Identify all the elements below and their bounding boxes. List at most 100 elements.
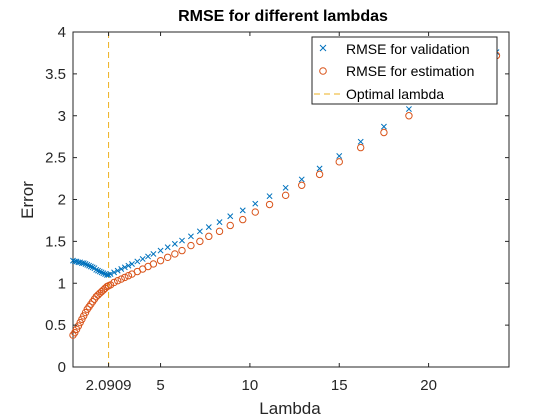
validation-point <box>100 270 107 277</box>
validation-point <box>93 266 100 273</box>
y-tick-label: 4 <box>58 24 66 41</box>
validation-point <box>78 260 85 267</box>
estimation-point <box>405 112 413 120</box>
x-tick-label: 5 <box>156 377 164 394</box>
x-axis-label: Lambda <box>259 399 321 418</box>
estimation-point <box>156 256 165 265</box>
validation-point <box>227 213 234 220</box>
estimation-point <box>110 278 118 287</box>
estimation-point <box>281 191 290 200</box>
validation-point <box>118 266 125 272</box>
y-axis-label: Error <box>18 181 37 219</box>
estimation-point <box>178 246 186 255</box>
validation-point <box>111 269 118 276</box>
validation-point <box>75 259 82 266</box>
validation-point <box>87 263 94 270</box>
validation-point <box>98 269 105 276</box>
legend-marker-validation <box>319 44 327 52</box>
legend-box <box>311 36 498 105</box>
validation-point <box>125 262 132 269</box>
x-tick-label: 15 <box>331 377 348 394</box>
validation-point <box>145 253 152 260</box>
validation-point <box>157 247 164 254</box>
validation-point <box>121 264 128 271</box>
validation-point <box>171 240 178 247</box>
validation-point <box>134 258 141 265</box>
y-tick-label: 1 <box>58 275 66 292</box>
y-tick-label: 0 <box>58 359 66 376</box>
validation-point <box>282 184 289 191</box>
validation-point <box>86 262 93 269</box>
y-axis-ticks: 0 0.5 1 1.5 2 2.5 3 3.5 4 <box>45 24 509 376</box>
estimation-point <box>187 241 195 250</box>
validation-point <box>82 261 89 267</box>
validation-point <box>71 258 78 265</box>
estimation-point <box>226 221 234 230</box>
legend: RMSE for validation RMSE for estimation … <box>311 36 498 105</box>
validation-point <box>187 233 194 240</box>
validation-point <box>298 176 305 183</box>
validation-point <box>316 165 323 172</box>
validation-series <box>70 49 500 278</box>
estimation-point <box>113 277 122 285</box>
validation-point <box>357 138 364 145</box>
estimation-point <box>335 158 343 166</box>
validation-point <box>95 267 101 274</box>
estimation-point <box>315 170 324 179</box>
validation-point <box>73 258 80 265</box>
validation-point <box>114 267 121 274</box>
validation-point <box>103 271 110 278</box>
y-tick-label: 3.5 <box>45 66 66 83</box>
legend-label-estimation: RMSE for estimation <box>346 63 474 79</box>
legend-label-validation: RMSE for validation <box>346 41 470 57</box>
validation-point <box>216 219 223 226</box>
estimation-point <box>298 181 306 189</box>
estimation-point <box>117 275 125 283</box>
estimation-point <box>149 260 158 268</box>
x-tick-label: 10 <box>242 377 259 394</box>
validation-point <box>252 200 259 207</box>
estimation-point <box>239 215 247 224</box>
estimation-point <box>121 273 129 282</box>
estimation-point <box>215 227 224 236</box>
validation-point <box>84 261 91 268</box>
validation-point <box>80 260 87 267</box>
validation-point <box>196 228 203 235</box>
estimation-point <box>265 200 274 209</box>
estimation-point <box>251 208 259 216</box>
validation-point <box>205 224 212 231</box>
validation-point <box>96 268 103 275</box>
validation-point <box>179 237 185 244</box>
estimation-point <box>356 143 365 152</box>
validation-point <box>77 259 84 266</box>
validation-point <box>89 264 96 271</box>
y-tick-label: 2 <box>58 192 66 209</box>
validation-point <box>164 244 171 251</box>
validation-point <box>380 123 387 130</box>
legend-label-optimal: Optimal lambda <box>346 86 444 102</box>
y-tick-label: 3 <box>58 108 66 125</box>
x-tick-label: 2.0909 <box>86 377 132 394</box>
validation-point <box>107 271 114 277</box>
validation-point <box>336 152 343 159</box>
validation-point <box>102 271 109 277</box>
x-tick-label: 20 <box>420 377 437 394</box>
x-axis-ticks: 2.0909 5 10 15 20 <box>86 32 437 394</box>
validation-point <box>150 250 157 257</box>
legend-marker-estimation <box>319 67 327 75</box>
y-tick-label: 1.5 <box>45 233 66 250</box>
estimation-series <box>69 51 501 339</box>
y-tick-label: 2.5 <box>45 150 66 167</box>
estimation-point <box>205 232 213 241</box>
validation-point <box>70 257 76 264</box>
validation-point <box>129 261 135 267</box>
validation-point <box>239 207 246 214</box>
validation-point <box>405 106 412 113</box>
chart-title: RMSE for different lambdas <box>178 8 388 25</box>
y-tick-label: 0.5 <box>45 317 66 334</box>
estimation-point <box>171 250 179 258</box>
estimation-point <box>196 237 204 246</box>
estimation-point <box>164 253 172 261</box>
estimation-point <box>380 128 388 137</box>
